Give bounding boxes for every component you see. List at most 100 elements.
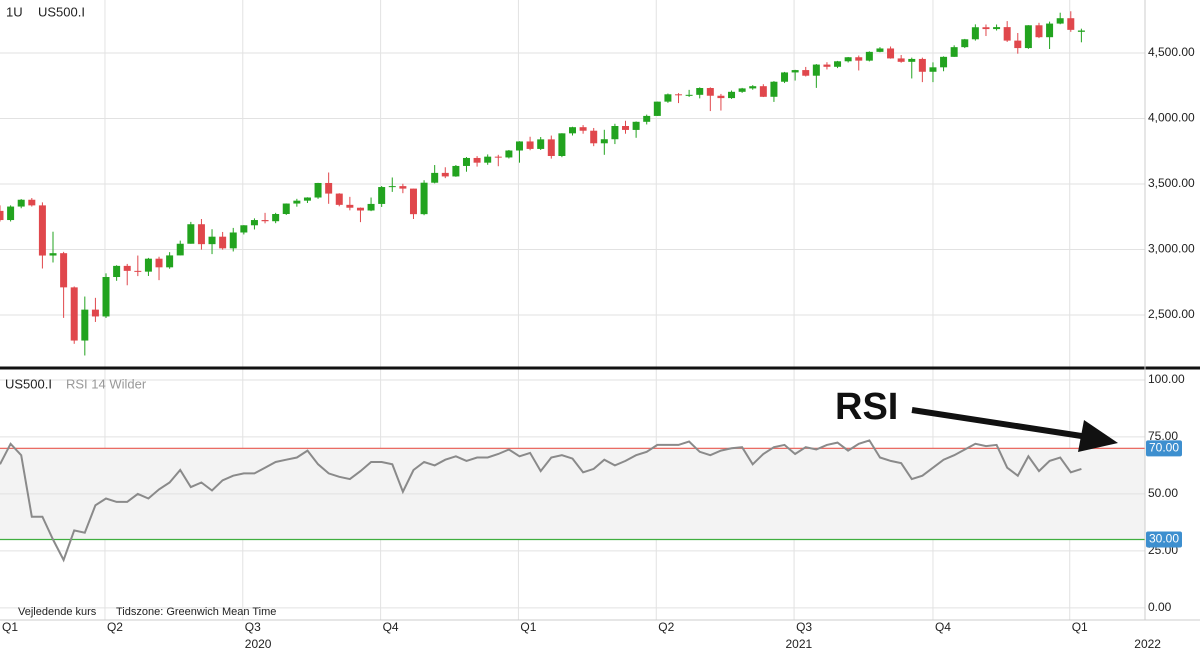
candle-body [441, 172, 449, 177]
x-year-label: 2021 [785, 637, 812, 651]
x-tick-label: Q2 [658, 620, 674, 634]
candle-body [971, 27, 979, 40]
y-tick-label: 100.00 [1148, 372, 1185, 386]
candle-body [229, 232, 237, 249]
candle-body [1014, 40, 1022, 49]
candle-body [664, 94, 672, 102]
candle-body [982, 27, 990, 30]
candle-body [696, 88, 704, 95]
x-tick-label: Q3 [796, 620, 812, 634]
candle-body [38, 205, 46, 256]
candle-body [547, 139, 555, 156]
rsi-symbol: US500.I [5, 376, 52, 391]
candle-body [600, 139, 608, 144]
candle-body [388, 186, 396, 188]
candle-body [219, 236, 227, 249]
y-tick-label: 4,000.00 [1148, 111, 1195, 125]
x-year-label: 2020 [245, 637, 272, 651]
candle-body [653, 101, 661, 116]
candle-body [272, 214, 280, 222]
annotation: RSI [835, 386, 898, 428]
candle-body [961, 39, 969, 48]
candle-body [1077, 30, 1085, 32]
rsi-name: RSI 14 Wilder [66, 376, 147, 391]
candle-body [240, 225, 248, 233]
candle-body [356, 207, 364, 211]
candle-body [505, 150, 513, 158]
candle-body [409, 188, 417, 215]
candle-body [187, 224, 195, 244]
y-tick-label: 50.00 [1148, 486, 1178, 500]
candle-body [515, 141, 523, 151]
candle-body [431, 172, 439, 183]
candle-body [399, 186, 407, 189]
candle-body [102, 277, 110, 317]
level-label: 30.00 [1149, 532, 1179, 546]
candle-body [261, 220, 269, 222]
candle-body [176, 243, 184, 256]
candle-body [166, 255, 174, 268]
candle-body [611, 126, 619, 140]
x-tick-label: Q4 [935, 620, 951, 634]
candle-body [675, 94, 683, 96]
candle-body [770, 81, 778, 97]
candle-body [759, 86, 767, 97]
candle-body [590, 130, 598, 144]
level-label-box [1146, 440, 1182, 457]
y-tick-label: 3,500.00 [1148, 176, 1195, 190]
candle-body [844, 57, 852, 62]
candle-body [197, 224, 205, 245]
candle-body [208, 236, 216, 245]
symbol: US500.I [38, 4, 85, 19]
candle-body [717, 95, 725, 99]
candle-body [918, 58, 926, 72]
candle-body [685, 94, 693, 96]
candle-body [738, 88, 746, 92]
candle-body [823, 64, 831, 67]
candle-body [325, 182, 333, 194]
candle-body [113, 265, 121, 278]
candle-body [1035, 25, 1043, 38]
y-tick-label: 2,500.00 [1148, 307, 1195, 321]
candle-body [526, 141, 534, 149]
candle-body [940, 56, 948, 68]
annotation-arrow [911, 407, 1089, 440]
candle-body [1056, 18, 1064, 24]
grid [0, 0, 1145, 620]
candle-body [473, 157, 481, 163]
candle-body [303, 197, 311, 201]
candle-body [314, 182, 322, 198]
marks [0, 11, 1145, 563]
x-tick-label: Q4 [383, 620, 399, 634]
candle-body [1067, 18, 1075, 30]
candle-body [897, 58, 905, 62]
candle-body [812, 64, 820, 76]
level-label-box [1146, 531, 1182, 548]
candle-body [569, 127, 576, 134]
candle-body [1046, 23, 1054, 38]
candle-body [834, 61, 842, 67]
interval: 1U [6, 4, 23, 19]
candle-body [887, 48, 895, 59]
x-year-label: 2022 [1134, 637, 1161, 651]
candle-body [367, 203, 375, 211]
y-tick-label: 4,500.00 [1148, 45, 1195, 59]
candle-body [70, 287, 78, 341]
level-label: 70.00 [1149, 441, 1179, 455]
candle-body [993, 27, 1001, 30]
candle-body [876, 48, 884, 52]
candle-body [293, 200, 301, 204]
candle-body [484, 156, 492, 163]
y-tick-label: 75.00 [1148, 429, 1178, 443]
candle-body [950, 47, 958, 57]
candle-body [81, 309, 89, 341]
candle-body [494, 156, 502, 158]
footer-note: Vejledende kurs [18, 606, 97, 618]
y-tick-label: 3,000.00 [1148, 242, 1195, 256]
candle-body [1024, 25, 1032, 49]
candle-body [802, 70, 810, 76]
candle-body [728, 91, 736, 99]
candle-body [632, 121, 640, 130]
x-tick-label: Q1 [1072, 620, 1088, 634]
